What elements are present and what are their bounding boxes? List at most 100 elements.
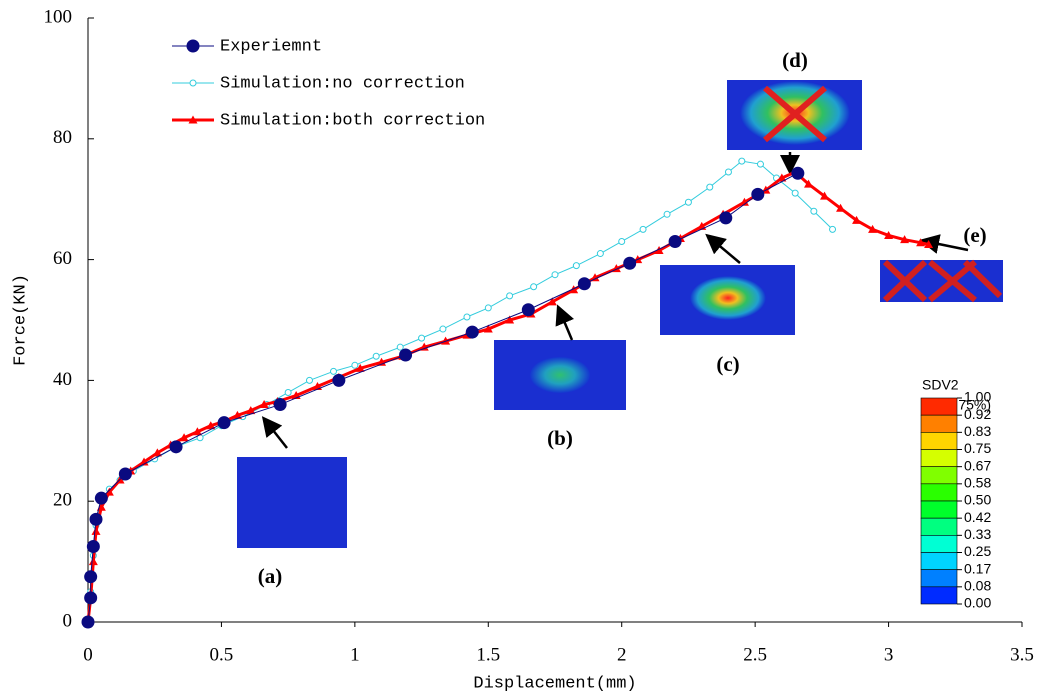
- marker: [552, 272, 558, 278]
- legend-marker: [187, 40, 200, 53]
- annotation: (c): [716, 352, 739, 376]
- marker: [522, 303, 535, 316]
- x-tick-label: 3: [884, 644, 894, 665]
- colorbar-band: [921, 518, 957, 535]
- annotation: (d): [782, 48, 808, 72]
- marker: [811, 208, 817, 214]
- marker: [399, 349, 412, 362]
- marker: [669, 235, 682, 248]
- marker: [664, 211, 670, 217]
- y-axis-label: Force(KN): [11, 274, 30, 366]
- arrow: [265, 420, 287, 448]
- marker: [739, 158, 745, 164]
- marker: [419, 335, 425, 341]
- y-tick-label: 100: [44, 6, 73, 27]
- marker: [170, 440, 183, 453]
- colorbar-band: [921, 415, 957, 432]
- marker: [507, 293, 513, 299]
- x-tick-label: 3.5: [1010, 644, 1034, 665]
- marker: [373, 353, 379, 359]
- colorbar-label: 1.00: [964, 389, 991, 405]
- colorbar-band: [921, 553, 957, 570]
- marker: [84, 591, 97, 604]
- colorbar-label: 0.25: [964, 543, 991, 559]
- y-tick-label: 40: [53, 369, 72, 390]
- annotation: (a): [258, 564, 283, 588]
- marker: [725, 169, 731, 175]
- colorbar-label: 0.33: [964, 526, 991, 542]
- legend-label: Simulation:no correction: [220, 74, 465, 93]
- marker: [791, 167, 804, 180]
- marker: [92, 527, 101, 535]
- marker: [90, 513, 103, 526]
- marker: [95, 492, 108, 505]
- x-tick-label: 2.5: [743, 644, 767, 665]
- series-line: [88, 173, 798, 622]
- colorbar-band: [921, 450, 957, 467]
- inset-a: [237, 457, 347, 548]
- colorbar-label: 0.50: [964, 492, 991, 508]
- colorbar-band: [921, 587, 957, 604]
- marker: [578, 277, 591, 290]
- colorbar-label: 0.42: [964, 509, 991, 525]
- marker: [685, 199, 691, 205]
- y-tick-label: 60: [53, 248, 72, 269]
- marker: [464, 314, 470, 320]
- marker: [352, 362, 358, 368]
- marker: [531, 284, 537, 290]
- marker: [285, 389, 291, 395]
- marker: [619, 238, 625, 244]
- marker: [707, 184, 713, 190]
- marker: [87, 540, 100, 553]
- colorbar-label: 0.75: [964, 440, 991, 456]
- marker: [306, 377, 312, 383]
- marker: [792, 190, 798, 196]
- marker: [573, 263, 579, 269]
- marker: [397, 344, 403, 350]
- colorbar-band: [921, 432, 957, 449]
- inset-b-spot: [530, 357, 590, 393]
- arrow: [559, 309, 572, 340]
- marker: [623, 257, 636, 270]
- colorbar-band: [921, 501, 957, 518]
- inset-c-spot: [690, 276, 766, 320]
- marker: [332, 374, 345, 387]
- legend-label: Experiemnt: [220, 37, 322, 56]
- colorbar-label: 0.58: [964, 475, 991, 491]
- marker: [751, 188, 764, 201]
- marker: [331, 368, 337, 374]
- annotation: (b): [547, 426, 573, 450]
- marker: [757, 161, 763, 167]
- colorbar-label: 0.17: [964, 560, 991, 576]
- colorbar-title: SDV2: [922, 377, 959, 393]
- x-tick-label: 0: [83, 644, 93, 665]
- marker: [830, 226, 836, 232]
- marker: [89, 557, 98, 565]
- colorbar-band: [921, 570, 957, 587]
- legend-label: Simulation:both correction: [220, 111, 485, 130]
- marker: [84, 570, 97, 583]
- annotation: (e): [963, 223, 986, 247]
- marker: [719, 211, 732, 224]
- colorbar-label: 0.00: [964, 595, 991, 611]
- legend-marker: [190, 80, 196, 86]
- colorbar-band: [921, 398, 957, 415]
- marker: [485, 305, 491, 311]
- colorbar-band: [921, 535, 957, 552]
- series-line: [88, 161, 833, 622]
- colorbar-label: 0.08: [964, 578, 991, 594]
- x-axis-label: Displacement(mm): [473, 674, 636, 693]
- colorbar-band: [921, 467, 957, 484]
- marker: [640, 226, 646, 232]
- colorbar-label: 0.67: [964, 457, 991, 473]
- x-tick-label: 2: [617, 644, 627, 665]
- x-tick-label: 1: [350, 644, 360, 665]
- y-tick-label: 20: [53, 490, 72, 511]
- insets: [237, 80, 1003, 548]
- chart: Displacement(mm) Force(KN) (a) (b) (c) (…: [0, 0, 1050, 693]
- marker: [440, 326, 446, 332]
- marker: [119, 468, 132, 481]
- colorbar-label: 0.83: [964, 423, 991, 439]
- colorbar-label: 0.92: [964, 406, 991, 422]
- arrow: [709, 237, 740, 263]
